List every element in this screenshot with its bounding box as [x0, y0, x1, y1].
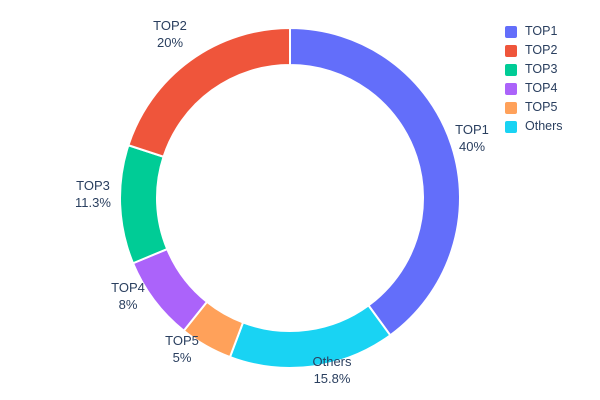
legend-item-top4[interactable]: TOP4 [505, 79, 563, 98]
legend-item-top3[interactable]: TOP3 [505, 60, 563, 79]
pie-slice-top2[interactable] [127, 26, 291, 159]
legend: TOP1 TOP2 TOP3 TOP4 TOP5 Others [505, 22, 563, 136]
legend-swatch-top3 [505, 63, 517, 76]
legend-swatch-top5 [505, 101, 517, 114]
legend-item-others[interactable]: Others [505, 117, 563, 136]
legend-swatch-others [505, 120, 517, 133]
legend-label: TOP3 [525, 62, 558, 76]
slice-label-others: Others 15.8% [312, 354, 352, 386]
legend-label: TOP2 [525, 43, 558, 57]
legend-swatch-top4 [505, 82, 517, 95]
pie-slice-top1[interactable] [289, 26, 461, 337]
legend-item-top2[interactable]: TOP2 [505, 41, 563, 60]
slice-label-top2: TOP2 20% [153, 18, 187, 50]
legend-label: TOP1 [525, 24, 558, 38]
slice-label-top4: TOP4 8% [111, 280, 145, 312]
legend-label: Others [525, 119, 563, 133]
slice-label-top5: TOP5 5% [165, 333, 199, 365]
legend-label: TOP5 [525, 100, 558, 114]
slice-label-top1: TOP1 40% [455, 122, 489, 154]
legend-swatch-top2 [505, 44, 517, 57]
pie-slice-top3[interactable] [119, 143, 169, 265]
legend-item-top5[interactable]: TOP5 [505, 98, 563, 117]
legend-label: TOP4 [525, 81, 558, 95]
legend-item-top1[interactable]: TOP1 [505, 22, 563, 41]
pie-slice-others[interactable] [228, 304, 392, 369]
slice-label-top3: TOP3 11.3% [75, 178, 111, 210]
legend-swatch-top1 [505, 25, 517, 38]
